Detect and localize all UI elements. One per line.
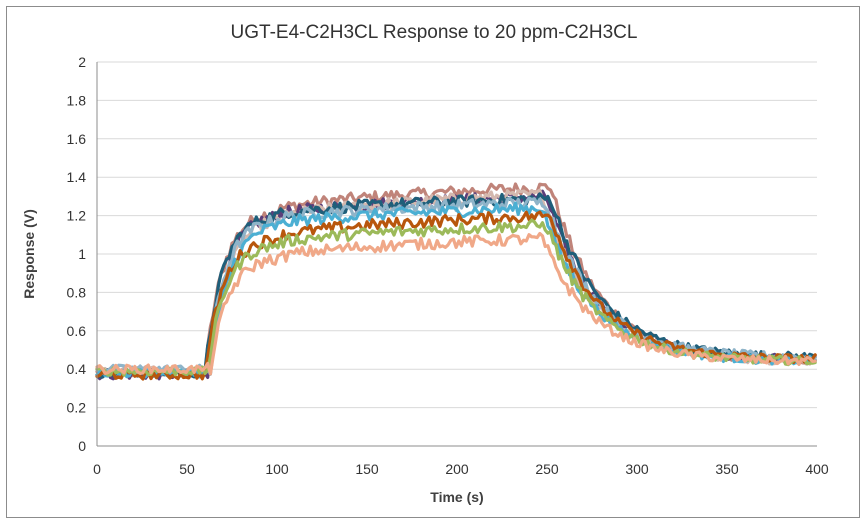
x-tick-label: 100 [265,461,289,477]
x-tick-label: 50 [179,461,195,477]
y-tick-label: 2 [78,54,86,70]
series-group [95,182,817,381]
y-tick-label: 1 [78,246,86,262]
y-tick-label: 0.4 [67,361,87,377]
series-line-3 [95,188,817,377]
y-tick-label: 0.8 [67,284,87,300]
x-tick-label: 300 [625,461,649,477]
y-axis-label: Response (V) [21,209,37,298]
x-tick-label: 350 [715,461,739,477]
series-line-1 [95,182,817,378]
y-tick-label: 1.6 [67,131,87,147]
y-tick-label: 0 [78,438,86,454]
y-tick-label: 1.8 [67,92,87,108]
chart-frame [6,6,860,518]
x-tick-label: 400 [805,461,829,477]
series-line-9 [95,231,817,376]
x-tick-label: 200 [445,461,469,477]
y-tick-label: 1.4 [67,169,87,185]
x-tick-label: 0 [93,461,101,477]
y-tick-label: 0.6 [67,323,87,339]
y-tick-labels: 0 0.2 0.4 0.6 0.8 1 1.2 1.4 1.6 1.8 2 [67,54,87,454]
x-tick-label: 250 [535,461,559,477]
y-tick-label: 0.2 [67,400,87,416]
x-tick-labels: 0 50 100 150 200 250 300 350 400 [93,461,829,477]
y-tick-label: 1.2 [67,208,87,224]
grid-lines [97,61,817,409]
x-tick-label: 150 [355,461,379,477]
chart-title: UGT-E4-C2H3CL Response to 20 ppm-C2H3CL [231,22,638,43]
x-axis-label: Time (s) [430,489,483,505]
series-line-7 [95,210,817,381]
